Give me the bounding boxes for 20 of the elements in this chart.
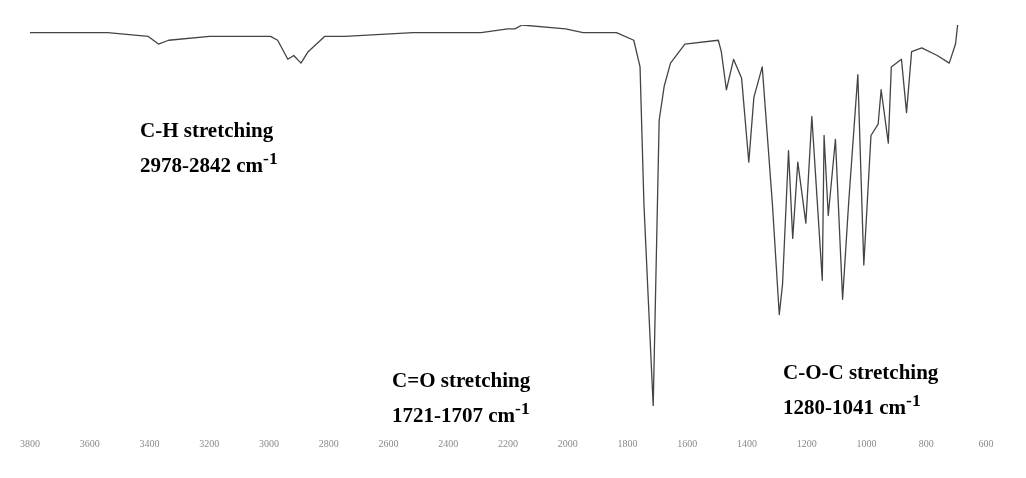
x-tick-label: 3400: [139, 438, 160, 450]
x-tick-label: 1600: [677, 438, 698, 450]
x-tick-label: 2400: [438, 438, 459, 450]
x-tick-label: 2800: [318, 438, 339, 450]
x-tick-label: 1000: [856, 438, 877, 450]
x-tick-label: 3800: [20, 438, 40, 450]
x-tick-label: 3000: [259, 438, 279, 450]
x-tick-label: 1800: [617, 438, 638, 450]
x-tick-label: 1200: [796, 438, 817, 450]
annotation: C-O-C stretching 1280-1041 cm$^{-1}$: [783, 359, 939, 421]
x-tick-label: 3200: [199, 438, 220, 450]
x-tick-label: 600: [978, 438, 994, 450]
x-tick-label: 2600: [378, 438, 399, 450]
annotation: C=O stretching 1721-1707 cm$^{-1}$: [392, 367, 531, 429]
x-tick-label: 800: [918, 438, 934, 450]
x-tick-label: 1400: [737, 438, 757, 450]
annotation: C-H stretching 2978-2842 cm$^{-1}$: [140, 117, 278, 179]
x-tick-label: 2000: [557, 438, 578, 450]
x-tick-label: 3600: [79, 438, 100, 450]
x-tick-label: 2200: [498, 438, 518, 450]
